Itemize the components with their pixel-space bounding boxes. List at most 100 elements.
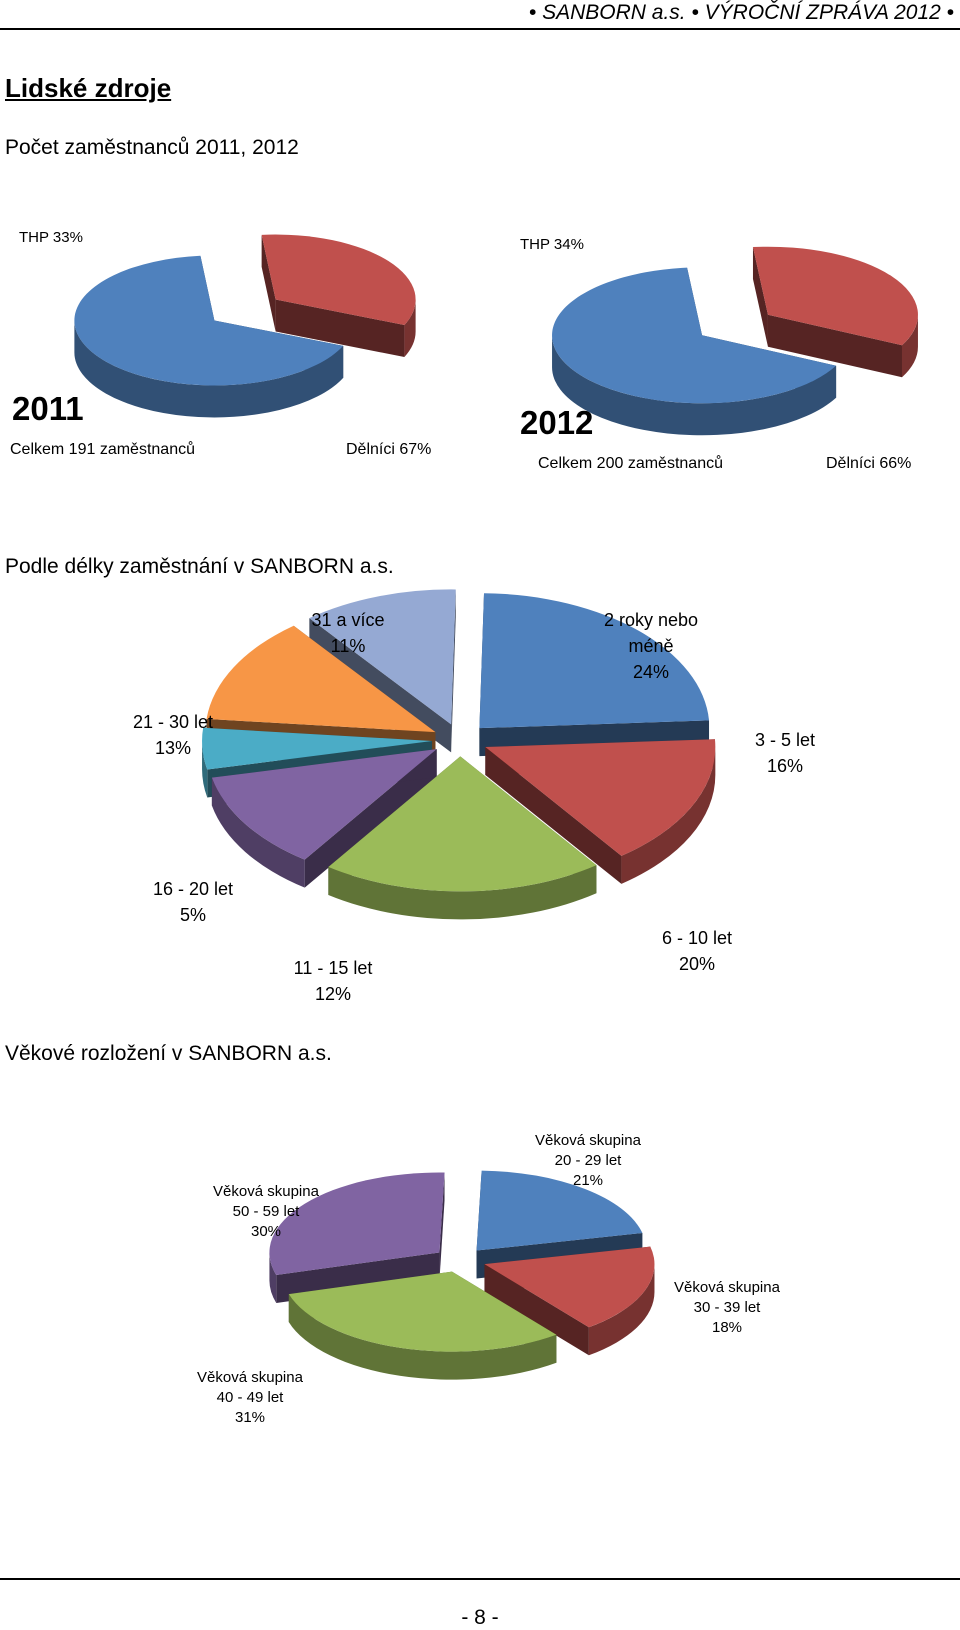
- tenure-label-0-name: 2 roky nebo méně: [603, 610, 699, 656]
- tenure-label-4-name: 16 - 20 let: [152, 879, 234, 899]
- heading-headcount: Počet zaměstnanců 2011, 2012: [5, 136, 299, 159]
- headcount-2012-slice-0-wall-1: [767, 314, 902, 378]
- tenure-label-5-name: 21 - 30 let: [132, 712, 214, 732]
- tenure-label-4-pct: 5%: [179, 905, 206, 925]
- tenure-slice-1-wall-1: [485, 746, 622, 884]
- headcount-2011-pie-chart: [74, 234, 416, 418]
- tenure-label-5-pct: 13%: [154, 738, 192, 758]
- age-label-3-name: Věková skupina: [213, 1183, 319, 1200]
- age-label-1-name: Věková skupina: [674, 1279, 780, 1296]
- tenure-slice-0-top: [479, 593, 710, 729]
- tenure-label-2: 6 - 10 let 20%: [662, 925, 732, 977]
- tenure-slice-3-wall-0: [304, 749, 437, 888]
- tenure-label-2-pct: 20%: [678, 954, 716, 974]
- tenure-label-6-pct: 11%: [330, 636, 366, 656]
- pie-2011-subtitle: Celkem 191 zaměstnanců: [10, 441, 195, 458]
- heading-age: Věkové rozložení v SANBORN a.s.: [5, 1042, 332, 1065]
- headcount-2012-slice-0-wall-0: [752, 247, 768, 347]
- tenure-pie-chart: [202, 589, 716, 920]
- age-slice-3-top: [269, 1172, 445, 1275]
- headcount-2011-slice-0-wall-1: [275, 299, 405, 358]
- age-slice-0-top: [476, 1170, 643, 1251]
- age-slice-3-edge-0: [269, 1252, 277, 1303]
- section-title: Lidské zdroje: [5, 73, 172, 103]
- age-slice-3-wall-1: [439, 1172, 445, 1281]
- age-label-3: Věková skupina 50 - 59 let 30%: [213, 1182, 319, 1242]
- tenure-slice-2-edge-0: [328, 865, 597, 920]
- tenure-label-3-pct: 12%: [314, 984, 352, 1004]
- age-label-2-name: Věková skupina: [197, 1369, 303, 1386]
- age-slice-2-edge-0: [288, 1294, 557, 1380]
- headcount-2011-slice-0-top: [261, 234, 416, 326]
- age-slice-1-top: [484, 1246, 655, 1328]
- pie-2011-title: 2011: [12, 390, 84, 427]
- age-slice-1-edge-0: [588, 1264, 655, 1356]
- headcount-2012-slice-1-top: [552, 267, 837, 404]
- age-label-0: Věková skupina 20 - 29 let 21%: [535, 1131, 641, 1191]
- age-label-3-pct: 30%: [250, 1223, 282, 1240]
- headcount-2012-slice-1-edge-0: [552, 335, 837, 436]
- pie-2011-label-thp: THP 33%: [19, 229, 83, 246]
- headcount-2011-slice-1: [74, 255, 344, 418]
- tenure-slice-1: [485, 739, 716, 884]
- age-label-2: Věková skupina 40 - 49 let 31%: [197, 1368, 303, 1428]
- heading-tenure: Podle délky zaměstnání v SANBORN a.s.: [5, 555, 394, 578]
- tenure-slice-3: [211, 749, 437, 888]
- tenure-slice-4-edge-0: [202, 740, 208, 798]
- age-slice-2-top: [288, 1271, 557, 1352]
- tenure-label-4: 16 - 20 let 5%: [153, 876, 233, 928]
- tenure-slice-2: [328, 756, 597, 920]
- headcount-2012-slice-1: [552, 267, 837, 436]
- age-slice-1-wall-1: [484, 1264, 589, 1356]
- tenure-slice-1-edge-0: [621, 746, 716, 884]
- headcount-2011-slice-0-wall-0: [261, 234, 276, 332]
- tenure-label-0-pct: 24%: [632, 662, 670, 682]
- tenure-label-6-name: 31 a více: [311, 610, 385, 630]
- age-pie-chart: [269, 1170, 655, 1380]
- pie-2012-title: 2012: [520, 404, 594, 441]
- headcount-2011-slice-1-edge-0: [74, 320, 344, 418]
- age-slice-1: [484, 1246, 655, 1356]
- pie-2012-subtitle: Celkem 200 zaměstnanců: [538, 455, 723, 472]
- tenure-label-6: 31 a více 11%: [311, 607, 384, 659]
- age-label-3-range: 50 - 59 let: [232, 1203, 300, 1220]
- headcount-2012-pie-chart: [552, 246, 918, 436]
- page-number: - 8 -: [461, 1606, 499, 1629]
- pie-2011-label-delnici: Dělníci 67%: [346, 441, 432, 458]
- tenure-slice-1-top: [485, 739, 716, 856]
- tenure-label-1: 3 - 5 let 16%: [755, 727, 815, 779]
- headcount-2012-slice-0-edge-0: [901, 314, 918, 378]
- tenure-slice-5-top: [206, 625, 436, 733]
- tenure-label-3-name: 11 - 15 let: [293, 958, 373, 978]
- age-label-2-pct: 31%: [234, 1409, 266, 1426]
- tenure-label-5: 21 - 30 let 13%: [133, 709, 213, 761]
- tenure-slice-3-edge-0: [211, 777, 305, 888]
- age-label-1: Věková skupina 30 - 39 let 18%: [674, 1278, 780, 1338]
- age-label-0-pct: 21%: [572, 1172, 604, 1189]
- headcount-2012-slice-0-top: [752, 246, 918, 346]
- tenure-label-0: 2 roky nebo méně 24%: [596, 607, 706, 685]
- tenure-label-1-pct: 16%: [766, 756, 804, 776]
- header-text: • SANBORN a.s. • VÝROČNÍ ZPRÁVA 2012 •: [528, 1, 954, 24]
- headcount-2011-slice-1-top: [74, 255, 344, 386]
- headcount-2011-slice-0-edge-0: [404, 299, 416, 358]
- tenure-slice-3-top: [211, 749, 437, 860]
- headcount-2012-slice-0: [752, 246, 918, 378]
- tenure-slice-2-top: [328, 756, 597, 892]
- age-label-1-range: 30 - 39 let: [693, 1299, 761, 1316]
- age-label-1-pct: 18%: [711, 1319, 743, 1336]
- headcount-2011-slice-0: [261, 234, 416, 358]
- tenure-slice-6-top: [309, 589, 456, 725]
- tenure-label-3: 11 - 15 let 12%: [294, 955, 373, 1007]
- pie-2012-label-thp: THP 34%: [520, 236, 584, 253]
- age-label-0-name: Věková skupina: [535, 1132, 641, 1149]
- tenure-label-2-name: 6 - 10 let: [661, 928, 733, 948]
- age-slice-2: [288, 1271, 557, 1380]
- pie-2012-label-delnici: Dělníci 66%: [826, 455, 912, 472]
- page-header: • SANBORN a.s. • VÝROČNÍ ZPRÁVA 2012 •: [0, 0, 960, 30]
- tenure-slice-4-top: [202, 727, 433, 770]
- age-label-2-range: 40 - 49 let: [216, 1389, 284, 1406]
- tenure-slice-6-wall-1: [451, 589, 456, 753]
- footer-rule: [0, 1578, 960, 1580]
- tenure-label-1-name: 3 - 5 let: [754, 730, 816, 750]
